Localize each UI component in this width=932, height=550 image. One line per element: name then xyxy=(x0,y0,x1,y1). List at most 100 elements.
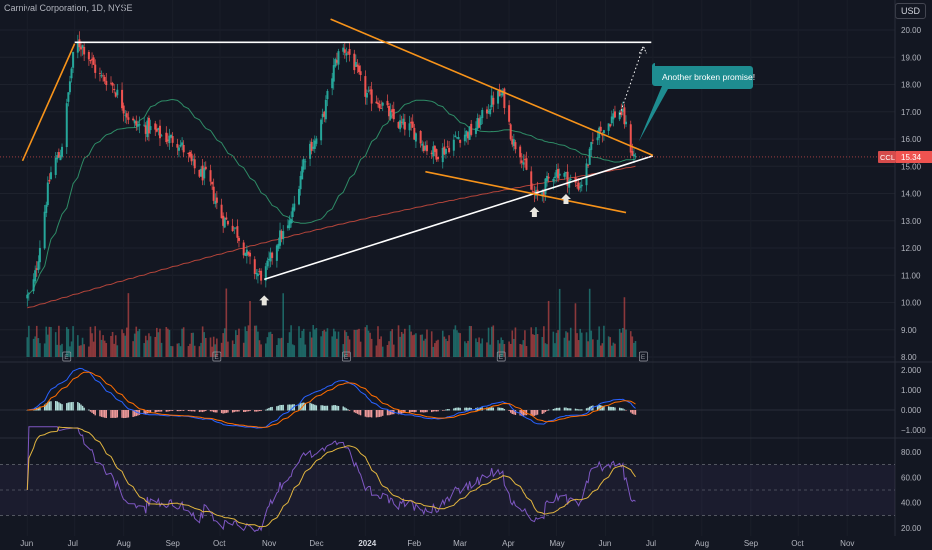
last-price-label: 15.34 xyxy=(901,153,922,162)
macd-histogram-bar xyxy=(126,410,128,418)
candle-body xyxy=(470,123,473,135)
candle-body xyxy=(256,273,259,277)
macd-histogram-bar xyxy=(310,403,313,411)
volume-bar xyxy=(39,343,41,357)
earnings-marker-label: E xyxy=(214,354,219,361)
volume-bar xyxy=(242,342,245,357)
candle-body xyxy=(113,88,116,91)
candle-body xyxy=(43,211,46,249)
volume-bar xyxy=(132,341,134,357)
volume-bar xyxy=(94,326,97,357)
time-tick-label: Jun xyxy=(20,539,33,548)
macd-histogram-bar xyxy=(287,404,289,411)
volume-bar xyxy=(225,288,228,357)
candle-body xyxy=(459,140,462,143)
up-arrow-icon xyxy=(560,194,571,205)
macd-histogram-bar xyxy=(500,407,502,411)
volume-bar xyxy=(609,337,612,357)
macd-histogram-bar xyxy=(167,410,169,412)
time-tick-label: Oct xyxy=(213,539,226,548)
volume-bar xyxy=(355,329,357,357)
candle-body xyxy=(596,137,599,141)
candle-body xyxy=(479,117,482,126)
volume-bar xyxy=(26,337,29,357)
volume-bar xyxy=(498,343,501,357)
volume-bar xyxy=(266,337,269,357)
macd-histogram-bar xyxy=(588,406,591,411)
macd-histogram-bar xyxy=(124,410,126,418)
volume-bar xyxy=(574,303,577,357)
candle-body xyxy=(310,141,313,151)
volume-bar xyxy=(356,329,359,357)
volume-bar xyxy=(149,336,152,357)
candle-body xyxy=(353,53,356,71)
time-tick-label: 2024 xyxy=(358,539,376,548)
volume-bar xyxy=(178,343,180,357)
volume-bar xyxy=(315,328,318,357)
volume-bar xyxy=(563,337,566,357)
candle-body xyxy=(94,64,97,73)
volume-bar xyxy=(111,331,114,357)
volume-bar xyxy=(165,327,168,357)
candle-body xyxy=(512,139,515,146)
candle-body xyxy=(299,175,302,190)
volume-bar xyxy=(525,346,528,357)
macd-histogram-bar xyxy=(37,407,40,411)
candle-body xyxy=(45,204,48,213)
macd-histogram-bar xyxy=(388,410,390,416)
volume-bar xyxy=(369,332,371,357)
volume-bar xyxy=(601,343,604,357)
macd-histogram-bar xyxy=(503,409,506,411)
macd-histogram-bar xyxy=(56,401,58,411)
macd-histogram-bar xyxy=(325,405,327,411)
candle-body xyxy=(138,124,141,126)
time-tick-label: Aug xyxy=(117,539,131,548)
volume-bar xyxy=(80,345,82,357)
candle-body xyxy=(634,156,637,158)
macd-histogram-bar xyxy=(89,410,92,412)
candle-body xyxy=(111,82,114,86)
volume-bar xyxy=(486,342,488,357)
macd-histogram-bar xyxy=(224,410,226,414)
volume-bar xyxy=(386,344,389,357)
macd-histogram-bar xyxy=(243,410,245,412)
candle-body xyxy=(61,146,64,157)
candle-body xyxy=(367,90,370,92)
candle-body xyxy=(223,217,226,228)
macd-histogram-bar xyxy=(465,407,468,411)
volume-bar xyxy=(48,326,51,357)
candle-body xyxy=(67,92,70,102)
volume-bar xyxy=(415,333,417,357)
volume-bar xyxy=(277,338,280,357)
volume-bar xyxy=(380,336,382,357)
macd-histogram-bar xyxy=(459,407,461,411)
volume-bar xyxy=(325,331,327,357)
volume-bar xyxy=(320,336,322,357)
candle-body xyxy=(201,165,204,181)
candle-body xyxy=(489,109,492,115)
volume-bar xyxy=(137,331,139,357)
candle-body xyxy=(397,122,400,128)
candle-body xyxy=(455,137,458,139)
earnings-marker-label: E xyxy=(499,354,504,361)
price-tick-label: 15.00 xyxy=(901,162,922,171)
candle-body xyxy=(623,107,626,125)
volume-bar xyxy=(430,331,433,357)
candle-body xyxy=(375,101,378,104)
volume-bar xyxy=(481,338,484,357)
macd-histogram-bar xyxy=(100,410,103,417)
volume-bar xyxy=(70,341,73,357)
candle-body xyxy=(558,173,561,176)
candle-body xyxy=(422,145,425,152)
macd-histogram-bar xyxy=(333,405,335,411)
candle-body xyxy=(509,124,512,140)
candle-body xyxy=(465,130,468,137)
candle-body xyxy=(343,49,346,53)
sma-200-line xyxy=(27,165,636,309)
macd-histogram-bar xyxy=(222,410,224,414)
candle-body xyxy=(408,123,411,131)
volume-bar xyxy=(124,335,127,357)
candle-body xyxy=(226,221,229,225)
price-axis: 20.00 19.00 18.00 17.00 16.00 15.00 14.00 13.00… xyxy=(901,26,922,362)
